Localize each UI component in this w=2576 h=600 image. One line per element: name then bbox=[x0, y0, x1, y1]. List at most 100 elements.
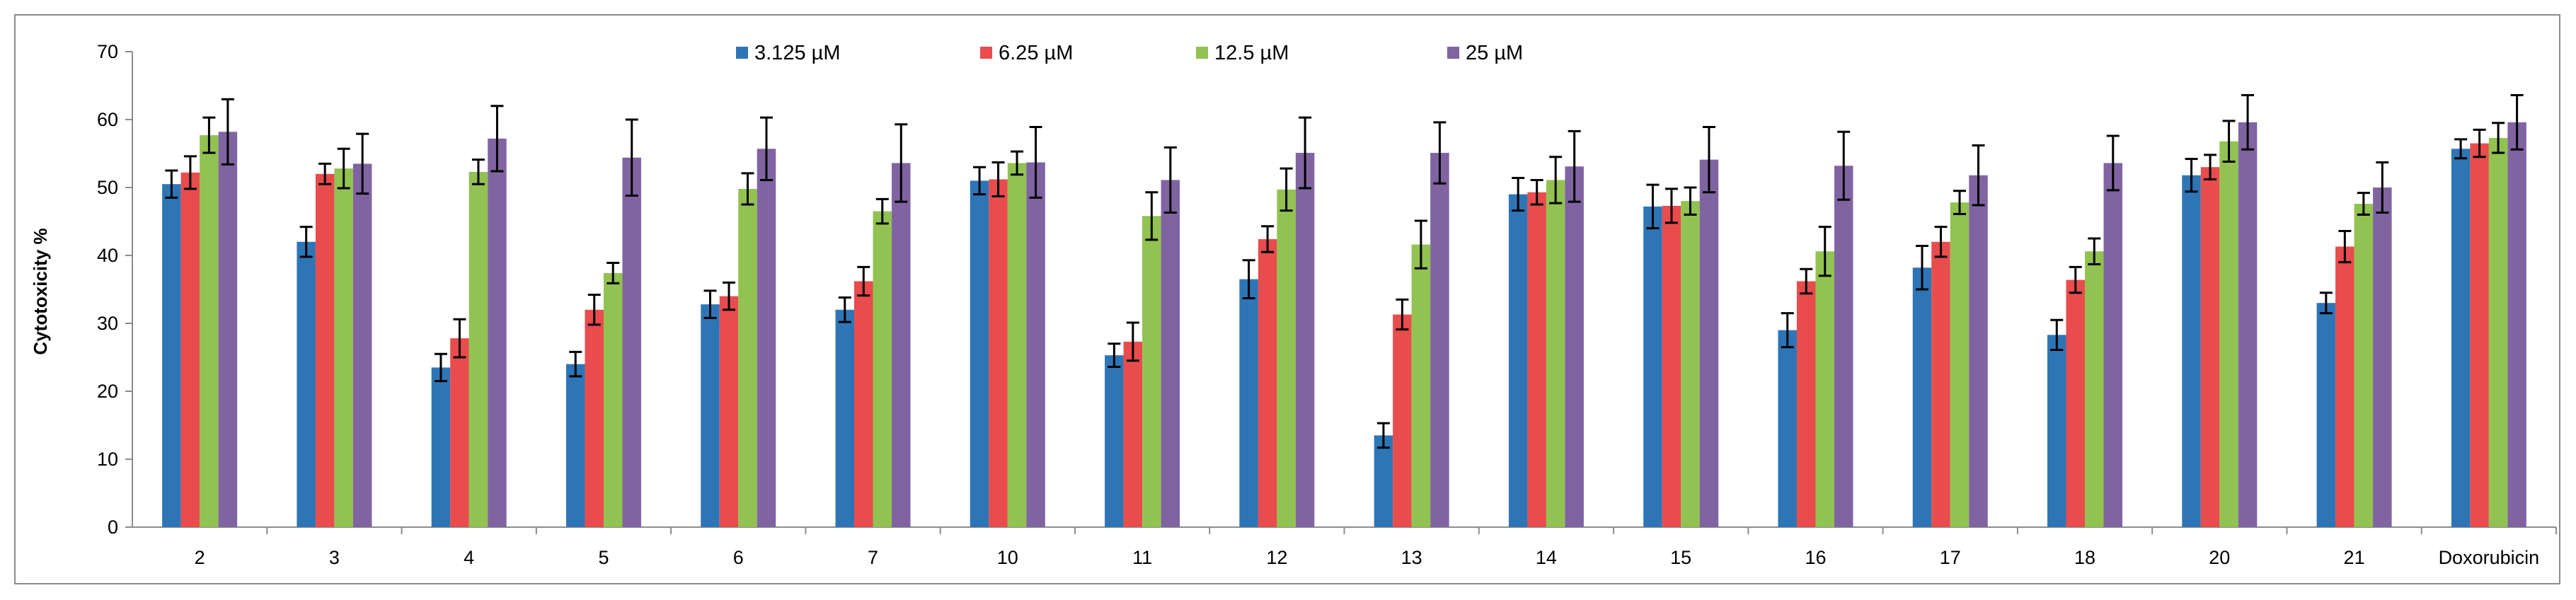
legend-label: 12.5 µM bbox=[1214, 42, 1289, 64]
bar bbox=[1007, 163, 1027, 527]
y-tick-label: 10 bbox=[97, 449, 118, 470]
x-tick-label: 15 bbox=[1670, 547, 1691, 568]
bar bbox=[1546, 180, 1565, 527]
bar bbox=[2451, 149, 2471, 527]
x-tick-label: 12 bbox=[1266, 547, 1287, 568]
bar bbox=[2085, 251, 2104, 527]
bar bbox=[1258, 238, 1277, 527]
bar bbox=[1950, 202, 1970, 527]
legend-swatch bbox=[980, 47, 992, 59]
bar bbox=[835, 309, 855, 527]
legend-label: 25 µM bbox=[1466, 42, 1523, 64]
bar bbox=[1662, 205, 1681, 527]
bar bbox=[180, 172, 200, 527]
bar bbox=[2373, 188, 2392, 527]
bar bbox=[622, 157, 641, 527]
x-tick-label: 11 bbox=[1132, 547, 1152, 568]
y-tick-label: 70 bbox=[97, 41, 118, 62]
bar bbox=[1565, 166, 1584, 528]
x-tick-label: 14 bbox=[1536, 547, 1557, 568]
bar bbox=[1778, 330, 1797, 527]
y-tick-label: 0 bbox=[108, 517, 118, 538]
x-tick-label: 18 bbox=[2074, 547, 2095, 568]
bar bbox=[1508, 194, 1528, 527]
bar bbox=[200, 135, 219, 527]
bar bbox=[2316, 303, 2336, 527]
bar bbox=[585, 309, 604, 527]
plot-area: 0 10 20 30 40 50 60 70 2 3 4 5 6 7 10 11 12 13 14 15 16 17 18 2… bbox=[97, 41, 2557, 568]
bar bbox=[1643, 206, 1662, 527]
x-tick-label: 6 bbox=[733, 547, 744, 568]
legend-swatch bbox=[736, 47, 748, 59]
bar bbox=[970, 180, 989, 527]
bar bbox=[1026, 162, 1045, 528]
bar bbox=[2335, 246, 2354, 527]
bar bbox=[1931, 241, 1950, 527]
x-tick-label: 2 bbox=[195, 547, 205, 568]
bar bbox=[2238, 122, 2258, 528]
bar bbox=[1277, 189, 1296, 527]
x-tick-label: 20 bbox=[2209, 547, 2230, 568]
x-tick-label: 3 bbox=[329, 547, 340, 568]
bar bbox=[488, 138, 507, 527]
legend-swatch bbox=[1447, 47, 1459, 59]
legend: 3.125 µM 6.25 µM 12.5 µM 25 µM bbox=[736, 42, 1523, 64]
bar bbox=[450, 338, 469, 527]
bar bbox=[431, 367, 451, 527]
bar bbox=[2103, 163, 2123, 527]
legend-label: 3.125 µM bbox=[754, 42, 841, 64]
bar bbox=[1374, 435, 1393, 527]
bar bbox=[1796, 281, 1816, 527]
bar bbox=[1239, 279, 1258, 527]
legend-label: 6.25 µM bbox=[999, 42, 1073, 64]
bar bbox=[2200, 167, 2220, 527]
y-tick-label: 20 bbox=[97, 381, 118, 402]
bar bbox=[297, 241, 316, 527]
bar bbox=[565, 364, 585, 527]
bar bbox=[1295, 153, 1315, 528]
bar bbox=[1699, 159, 1719, 527]
bar bbox=[315, 173, 335, 528]
y-tick-label: 30 bbox=[97, 313, 118, 334]
bar bbox=[218, 132, 238, 527]
bar bbox=[719, 296, 739, 527]
bar bbox=[1969, 175, 1988, 527]
y-tick-label: 50 bbox=[97, 177, 118, 198]
y-tick-label: 60 bbox=[97, 109, 118, 130]
bar bbox=[1815, 251, 1834, 527]
bar bbox=[2507, 122, 2526, 528]
x-tick-label: 17 bbox=[1940, 547, 1961, 568]
bar bbox=[2182, 175, 2201, 527]
bar bbox=[738, 188, 757, 527]
bar bbox=[1681, 201, 1700, 527]
bar bbox=[701, 304, 720, 527]
bar bbox=[2354, 204, 2374, 527]
x-tick-label: 16 bbox=[1805, 547, 1826, 568]
x-tick-label: 7 bbox=[868, 547, 878, 568]
x-tick-label: 5 bbox=[598, 547, 609, 568]
bar bbox=[892, 163, 911, 527]
bar bbox=[468, 171, 488, 528]
legend-swatch bbox=[1196, 47, 1208, 59]
bar bbox=[1411, 244, 1431, 527]
bar bbox=[603, 272, 623, 527]
bar bbox=[1912, 267, 1932, 527]
bar bbox=[1105, 355, 1124, 527]
bar bbox=[1393, 314, 1412, 527]
x-tick-label: 10 bbox=[997, 547, 1018, 568]
bar bbox=[1834, 166, 1853, 527]
bar bbox=[854, 281, 873, 527]
x-tick-label: 13 bbox=[1401, 547, 1422, 568]
bar bbox=[2470, 143, 2489, 528]
bar bbox=[1527, 192, 1546, 527]
bar bbox=[162, 184, 181, 527]
bar bbox=[1123, 341, 1143, 527]
bar bbox=[334, 168, 353, 527]
bar bbox=[873, 211, 892, 527]
bar bbox=[1142, 216, 1161, 527]
x-tick-label: 4 bbox=[464, 547, 474, 568]
x-tick-label: Doxorubicin bbox=[2439, 547, 2540, 568]
bar bbox=[757, 149, 776, 527]
bar bbox=[2066, 279, 2086, 527]
